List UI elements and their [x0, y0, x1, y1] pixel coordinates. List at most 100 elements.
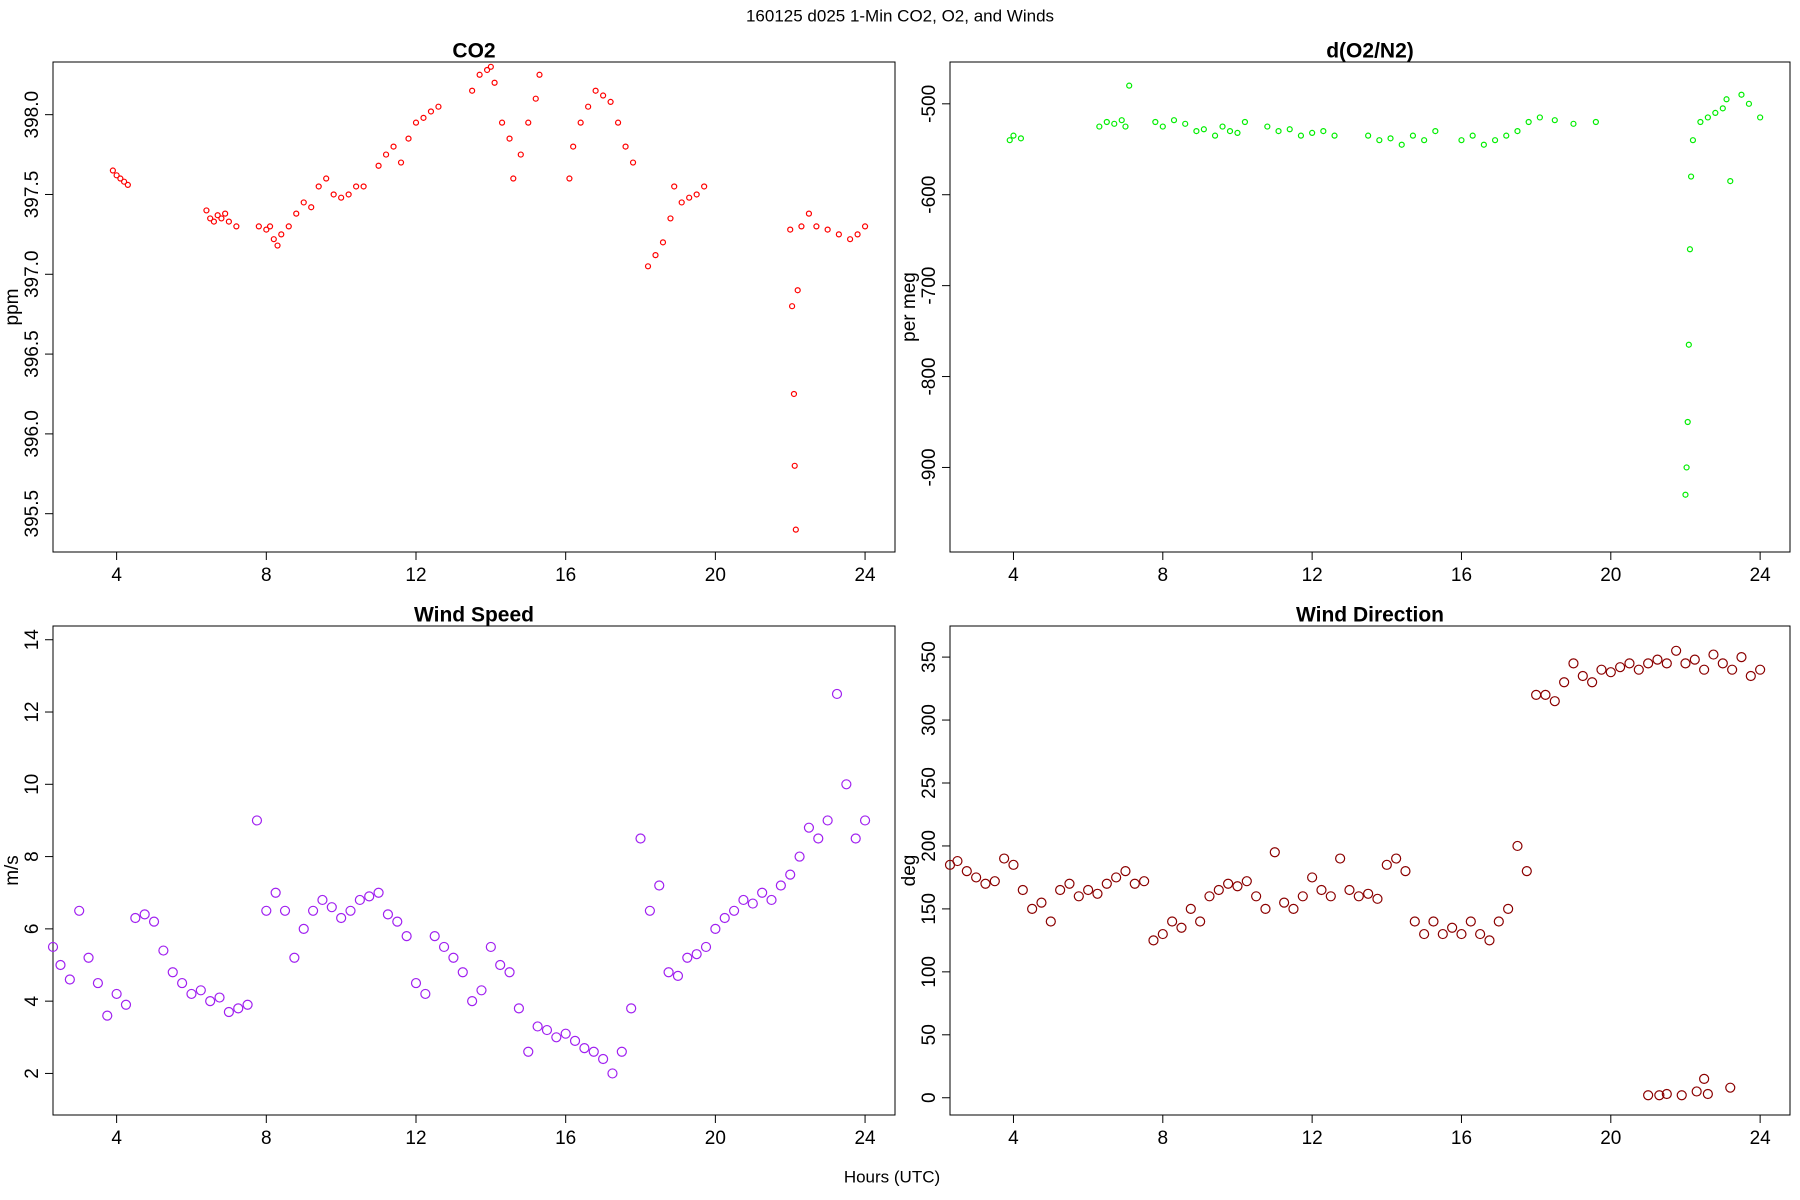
data-point — [659, 239, 667, 246]
data-point — [207, 215, 214, 222]
y-tick-label: 50 — [919, 1024, 940, 1045]
figure-title: 160125 d025 1-Min CO2, O2, and Winds — [746, 6, 1054, 25]
data-point — [1036, 897, 1047, 908]
data-point — [1251, 891, 1262, 902]
data-point — [598, 1053, 609, 1065]
data-point — [579, 1043, 590, 1054]
data-point — [1365, 132, 1372, 139]
data-point — [588, 1046, 599, 1057]
data-point — [1624, 658, 1635, 669]
y-tick-label: 8 — [22, 851, 43, 862]
data-point — [139, 909, 150, 920]
data-point — [373, 887, 384, 898]
y-tick-label: 100 — [919, 956, 940, 988]
data-point — [1387, 135, 1394, 142]
data-point — [1484, 935, 1495, 946]
data-point — [1297, 891, 1308, 902]
panel-title: Wind Direction — [1296, 604, 1444, 627]
x-tick-label: 12 — [1302, 1128, 1323, 1149]
data-point — [405, 135, 412, 142]
y-tick-label: 2 — [22, 1068, 43, 1079]
y-tick-label: 398.0 — [22, 91, 43, 139]
data-point — [1264, 123, 1271, 130]
data-point — [1421, 137, 1428, 144]
data-point — [785, 869, 796, 880]
data-point — [1493, 916, 1504, 927]
data-point — [1587, 677, 1598, 688]
data-point — [1409, 132, 1417, 139]
data-point — [792, 526, 799, 533]
data-point — [1017, 135, 1025, 142]
data-point — [1167, 916, 1178, 927]
data-point — [1686, 246, 1694, 253]
data-point — [1335, 853, 1346, 864]
data-point — [1525, 118, 1532, 126]
data-point — [831, 688, 843, 700]
data-point — [1309, 129, 1316, 137]
x-tick-label: 24 — [854, 1128, 876, 1149]
data-point — [483, 66, 491, 74]
data-point — [64, 974, 75, 985]
data-point — [1307, 872, 1318, 883]
data-point — [1344, 884, 1355, 896]
data-point — [1353, 891, 1364, 902]
data-point — [971, 872, 982, 883]
data-point — [952, 855, 963, 867]
data-point — [109, 167, 116, 174]
data-point — [1736, 651, 1747, 663]
data-point — [719, 912, 730, 924]
data-point — [120, 999, 132, 1010]
data-point — [1480, 141, 1487, 148]
data-point — [1006, 137, 1013, 144]
data-point — [1126, 82, 1133, 89]
y-tick-label: 396.5 — [22, 330, 43, 378]
data-point — [1152, 118, 1159, 126]
data-point — [1055, 884, 1066, 896]
data-point — [700, 941, 712, 953]
x-tick-label: 12 — [405, 1128, 426, 1149]
data-point — [1260, 903, 1271, 914]
data-point — [1503, 132, 1510, 139]
data-point — [1568, 658, 1579, 669]
data-point — [1223, 878, 1234, 889]
data-point — [678, 199, 685, 206]
data-point — [1708, 649, 1719, 660]
data-point — [1428, 916, 1439, 927]
plot-frame — [52, 61, 896, 553]
data-point — [1458, 137, 1465, 144]
data-point — [218, 215, 225, 222]
data-point — [1671, 645, 1682, 656]
data-point — [233, 223, 240, 230]
data-point — [1605, 667, 1616, 678]
x-tick-label: 4 — [1008, 1128, 1019, 1149]
data-point — [1725, 1082, 1736, 1093]
data-point — [261, 905, 272, 916]
data-point — [364, 891, 375, 902]
data-point — [476, 71, 483, 78]
y-tick-label: 397.0 — [22, 251, 43, 299]
data-point — [1129, 878, 1140, 889]
x-tick-label: 8 — [1158, 565, 1169, 586]
y-tick-label: -600 — [919, 176, 940, 214]
data-point — [1699, 1073, 1710, 1084]
data-point — [1676, 1090, 1687, 1101]
data-point — [622, 143, 629, 150]
data-point — [308, 204, 315, 211]
data-point — [1755, 664, 1766, 675]
y-axis-label: per meg — [899, 272, 920, 342]
data-point — [1204, 891, 1215, 902]
data-point — [1193, 127, 1200, 135]
data-point — [1738, 91, 1745, 98]
data-point — [1027, 903, 1038, 914]
data-point — [1139, 876, 1150, 887]
data-point — [824, 226, 831, 233]
data-point — [1045, 916, 1056, 927]
data-point — [859, 815, 871, 826]
data-point — [794, 287, 801, 294]
data-point — [279, 905, 291, 916]
x-tick-label: 16 — [555, 1128, 576, 1149]
y-tick-label: 200 — [919, 830, 940, 862]
y-tick-label: 397.5 — [22, 171, 43, 219]
data-point — [1592, 118, 1599, 126]
y-tick-label: 12 — [22, 701, 43, 722]
